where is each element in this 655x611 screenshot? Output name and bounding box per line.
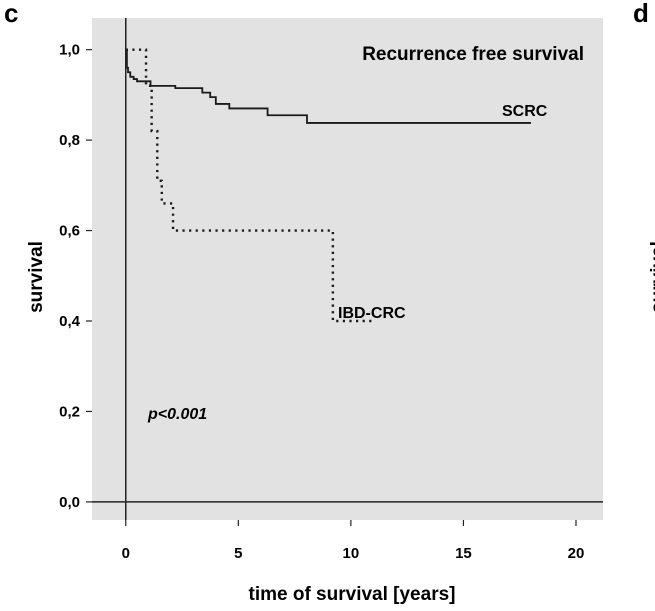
neighbor-y-axis-title: survival — [648, 241, 655, 313]
y-tick-label: 0,0 — [59, 494, 80, 511]
y-tick-label: 0,4 — [59, 313, 81, 330]
x-tick-label: 10 — [343, 545, 360, 562]
series-label-ibd-crc: IBD-CRC — [338, 305, 406, 322]
p-value-annotation: p<0.001 — [147, 406, 207, 423]
y-tick-label: 0,2 — [59, 403, 80, 420]
x-tick-label: 15 — [455, 545, 472, 562]
y-tick-label: 0,8 — [59, 132, 80, 149]
x-tick-label: 20 — [568, 545, 585, 562]
series-line-scrc — [125, 48, 531, 124]
chart-title: Recurrence free survival — [362, 44, 584, 65]
series-layer — [125, 48, 531, 323]
series-label-scrc: SCRC — [502, 103, 548, 120]
x-axis-title: time of survival [years] — [249, 584, 456, 605]
ticks-layer: 0,0 0,2 0,4 0,6 0,8 1,0 0 5 10 15 20 — [59, 42, 584, 562]
x-tick-label: 0 — [122, 545, 130, 562]
y-tick-label: 0,6 — [59, 223, 80, 240]
y-tick-label: 1,0 — [59, 42, 80, 59]
panel-letter-d: d — [633, 0, 649, 28]
y-axis-title: survival — [26, 241, 47, 313]
plot-background — [92, 18, 603, 520]
x-tick-label: 5 — [234, 545, 242, 562]
panel-letter-c: c — [4, 0, 18, 28]
